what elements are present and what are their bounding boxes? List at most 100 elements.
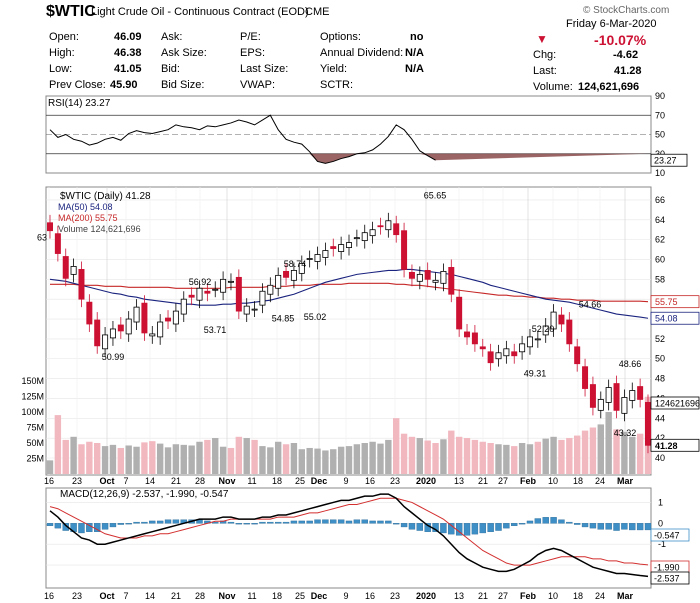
macd-histogram-bar bbox=[393, 523, 400, 525]
options-label: Options: bbox=[320, 31, 361, 43]
macd-histogram-bar bbox=[125, 523, 132, 525]
open-value: 46.09 bbox=[114, 31, 142, 43]
x-tick-label-top: 10 bbox=[548, 476, 558, 486]
macd-histogram-bar bbox=[471, 523, 479, 535]
macd-signal-line bbox=[49, 497, 649, 566]
price-annotation: 53.71 bbox=[204, 325, 227, 335]
candle-body bbox=[361, 232, 368, 242]
dividend-label: Annual Dividend: bbox=[320, 47, 404, 59]
x-tick-label-bottom: Nov bbox=[218, 591, 235, 601]
x-tick-label-top: 23 bbox=[390, 476, 400, 486]
macd-histogram-bar bbox=[400, 523, 408, 528]
volume-legend: Volume 124,621,696 bbox=[58, 224, 141, 234]
macd-histogram-bar bbox=[644, 523, 652, 531]
x-tick-label-bottom: 23 bbox=[390, 591, 400, 601]
volume-tick-label: 125M bbox=[21, 392, 44, 402]
x-tick-label-bottom: Oct bbox=[99, 591, 114, 601]
x-tick-label-top: 24 bbox=[595, 476, 605, 486]
x-tick-label-top: 14 bbox=[145, 476, 155, 486]
volume-bar bbox=[621, 431, 628, 474]
volume-bar bbox=[117, 447, 125, 474]
candle-body bbox=[283, 270, 290, 278]
macd-histogram-bar bbox=[337, 519, 345, 524]
volume-tick-label: 100M bbox=[21, 407, 44, 417]
bid-label: Bid: bbox=[161, 63, 180, 75]
candle-body bbox=[157, 321, 164, 338]
rsi-last-label: 23.27 bbox=[654, 156, 677, 166]
last-size-label: Last Size: bbox=[240, 63, 289, 75]
x-tick-label-bottom: 14 bbox=[145, 591, 155, 601]
candle-body bbox=[188, 294, 195, 298]
candle-body bbox=[597, 399, 604, 411]
x-tick-label-top: Feb bbox=[520, 476, 537, 486]
candle-body bbox=[165, 317, 172, 322]
volume-bar bbox=[455, 436, 463, 474]
candle-body bbox=[408, 271, 415, 279]
candle-body bbox=[605, 387, 612, 403]
options-value: no bbox=[410, 31, 424, 43]
candle-body bbox=[172, 310, 179, 325]
price-right-label: 124621696 bbox=[655, 399, 700, 409]
candle-body bbox=[62, 256, 69, 279]
candle-body bbox=[290, 269, 297, 281]
x-tick-label-bottom: 11 bbox=[247, 591, 256, 601]
volume-bar bbox=[471, 439, 479, 474]
candle-body bbox=[385, 220, 392, 231]
x-tick-label-bottom: Mar bbox=[617, 591, 634, 601]
x-tick-label-bottom: 23 bbox=[72, 591, 82, 601]
macd-histogram-bar bbox=[581, 523, 589, 528]
volume-bar bbox=[330, 449, 337, 474]
volume-bar bbox=[573, 435, 581, 474]
volume-bar bbox=[212, 438, 219, 474]
ask-label: Ask: bbox=[161, 31, 183, 43]
volume-bar bbox=[377, 443, 384, 474]
candle-body bbox=[141, 302, 148, 334]
price-tick-label: 48 bbox=[655, 374, 665, 384]
volume-bar bbox=[227, 447, 235, 474]
candle-body bbox=[566, 319, 573, 345]
x-tick-label-top: 28 bbox=[195, 476, 205, 486]
volume-bar bbox=[306, 447, 313, 474]
macd-histogram-bar bbox=[597, 523, 604, 530]
macd-histogram-bar bbox=[385, 520, 392, 524]
volume-bar bbox=[369, 441, 376, 474]
ma200-line bbox=[50, 282, 649, 303]
x-tick-label-top: Oct bbox=[99, 476, 114, 486]
candle-body bbox=[149, 333, 156, 337]
volume-bar bbox=[361, 443, 368, 474]
price-tick-label: 58 bbox=[655, 274, 665, 284]
candle-body bbox=[511, 351, 518, 357]
candle-body bbox=[495, 352, 502, 360]
price-tick-label: 60 bbox=[655, 254, 665, 264]
volume-bar bbox=[566, 438, 573, 474]
macd-histogram-bar bbox=[377, 520, 384, 524]
rsi-title: RSI(14) 23.27 bbox=[48, 98, 111, 109]
ma50-legend: MA(50) 54.08 bbox=[58, 202, 113, 212]
macd-histogram-bar bbox=[101, 523, 109, 530]
high-label: High: bbox=[49, 47, 75, 59]
volume-bar bbox=[172, 444, 180, 474]
candle-body bbox=[306, 258, 313, 260]
candle-body bbox=[589, 384, 596, 408]
macd-histogram-bar bbox=[573, 523, 581, 525]
candle-body bbox=[401, 230, 408, 270]
macd-histogram-bar bbox=[440, 523, 447, 534]
volume-bar bbox=[463, 438, 471, 474]
candle-body bbox=[212, 288, 219, 291]
volume-bar bbox=[149, 441, 156, 474]
price-annotation: 50.99 bbox=[102, 352, 125, 362]
vwap-label: VWAP: bbox=[240, 79, 276, 91]
candle-body bbox=[613, 383, 620, 411]
macd-histogram-bar bbox=[550, 517, 557, 524]
low-value: 41.05 bbox=[114, 63, 142, 75]
macd-histogram-bar bbox=[503, 523, 510, 529]
volume-bar bbox=[251, 439, 258, 474]
macd-histogram-bar bbox=[109, 523, 117, 528]
macd-histogram-bar bbox=[518, 523, 526, 525]
macd-right-box bbox=[650, 571, 690, 585]
candle-body bbox=[526, 336, 533, 348]
volume-bar bbox=[78, 444, 85, 474]
pe-label: P/E: bbox=[240, 31, 261, 43]
macd-histogram-bar bbox=[495, 523, 502, 531]
volume-label: Volume: bbox=[533, 81, 573, 93]
